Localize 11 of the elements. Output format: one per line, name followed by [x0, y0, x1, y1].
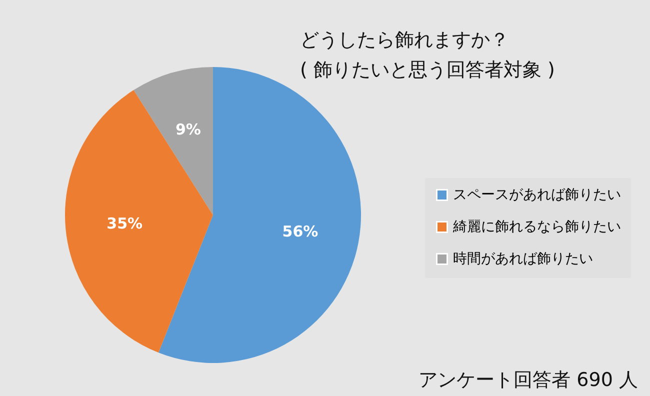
data-label: 56%	[282, 222, 318, 241]
data-label: 9%	[175, 120, 201, 139]
pie-slice	[65, 90, 213, 353]
legend-label: 時間があれば飾りたい	[453, 251, 593, 267]
chart-title: どうしたら飾れますか？	[300, 29, 509, 51]
text: アンケート回答者 690 人	[418, 369, 638, 391]
pie-slice	[134, 67, 213, 215]
legend-label: スペースがあれば飾りたい	[453, 187, 621, 203]
legend-label: 綺麗に飾れるなら飾りたい	[452, 219, 621, 235]
chart-subtitle: ( 飾りたいと思う回答者対象 )	[300, 59, 555, 81]
data-label: 35%	[106, 214, 143, 232]
